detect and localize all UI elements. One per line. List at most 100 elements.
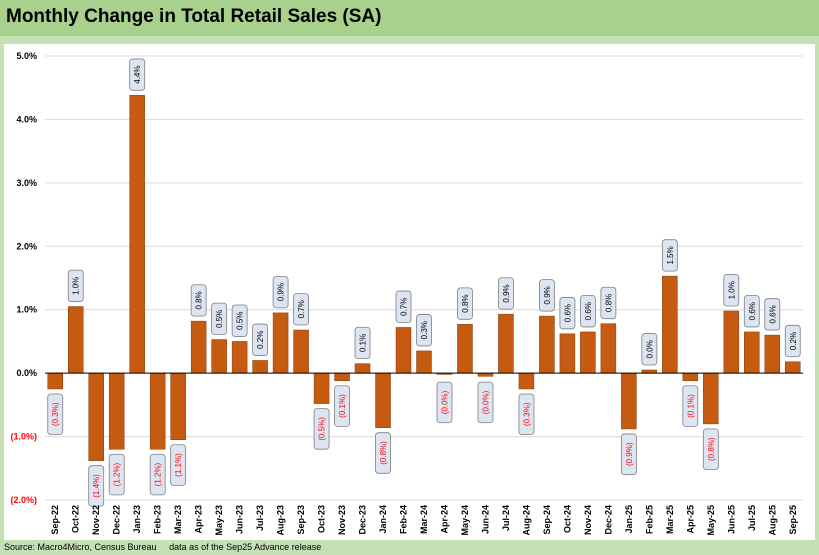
data-label-box — [375, 432, 391, 474]
data-label-text: 0.7% — [297, 300, 306, 318]
data-label: (0.8%) — [375, 432, 391, 474]
data-label-box — [559, 297, 576, 330]
data-label-text: (0.8%) — [379, 441, 388, 465]
data-label: 0.3% — [416, 314, 432, 347]
data-label-box — [129, 58, 146, 91]
data-label-text: (0.3%) — [51, 402, 60, 426]
x-tick-label: Mar-23 — [173, 505, 183, 534]
data-label-text: 0.8% — [461, 294, 470, 312]
x-tick-label: Oct-22 — [71, 505, 81, 533]
y-tick-label: 2.0% — [16, 241, 37, 251]
data-label: (1.2%) — [108, 453, 125, 496]
bar — [518, 372, 535, 390]
data-label-box — [600, 286, 617, 320]
x-tick-label: Mar-25 — [665, 505, 675, 534]
data-label-box — [682, 385, 699, 427]
bar — [231, 341, 248, 374]
data-label: 0.6% — [743, 295, 760, 328]
x-tick-label: May-25 — [706, 505, 716, 536]
data-label: 0.9% — [498, 277, 514, 310]
x-tick-label: Dec-23 — [358, 505, 368, 535]
bar — [600, 323, 617, 374]
data-label-text: (0.8%) — [707, 437, 716, 461]
data-label-box — [190, 284, 207, 317]
x-tick-label: Dec-22 — [112, 505, 122, 535]
data-label-text: (1.4%) — [92, 474, 101, 498]
bar — [67, 306, 84, 374]
data-label: 0.6% — [559, 297, 576, 330]
data-label-box — [293, 293, 309, 326]
data-label: 0.7% — [293, 293, 309, 326]
data-label: (0.0%) — [436, 381, 453, 424]
data-label: (0.8%) — [702, 428, 719, 470]
data-label-text: 0.2% — [256, 331, 265, 349]
data-label-text: (0.0%) — [440, 390, 449, 414]
data-label-box — [313, 408, 330, 450]
data-label-box — [743, 295, 760, 328]
bar — [395, 327, 412, 374]
source-text: Source: Macro4Micro, Census Bureau — [4, 542, 157, 552]
data-label: 0.5% — [211, 302, 228, 335]
bar — [785, 361, 801, 374]
data-label: 0.6% — [764, 298, 781, 331]
x-tick-label: Sep-22 — [50, 505, 60, 535]
data-label: 0.6% — [579, 295, 596, 328]
data-label: (1.2%) — [149, 453, 166, 496]
data-label-box — [436, 381, 453, 424]
x-tick-label: Apr-23 — [194, 505, 204, 534]
bar — [744, 331, 760, 374]
x-tick-label: Jan-24 — [378, 505, 388, 534]
data-label-box — [620, 433, 637, 475]
data-label-box — [539, 279, 555, 312]
y-tick-label: 5.0% — [16, 51, 37, 61]
data-label-box — [764, 298, 781, 331]
bar — [416, 350, 432, 374]
data-label-text: 1.5% — [666, 246, 675, 264]
data-label-box — [395, 290, 412, 323]
data-label-text: 0.6% — [768, 305, 777, 323]
x-tick-label: Oct-24 — [562, 505, 572, 533]
bar — [498, 313, 514, 374]
y-tick-label: 1.0% — [16, 305, 37, 315]
data-label-box — [723, 274, 740, 307]
bar — [375, 372, 391, 428]
data-label-box — [67, 269, 84, 302]
bar — [621, 372, 637, 430]
data-label: 0.8% — [190, 284, 207, 317]
data-label: 1.0% — [67, 269, 84, 302]
bar — [703, 372, 719, 425]
x-tick-label: Nov-24 — [583, 505, 593, 535]
data-label: 1.0% — [723, 274, 740, 307]
data-label-text: 0.0% — [645, 340, 654, 358]
bar — [580, 331, 596, 374]
title-bar — [0, 0, 819, 36]
data-label-box — [641, 333, 658, 366]
data-label-box — [702, 428, 719, 470]
data-label-box — [579, 295, 596, 328]
data-label-text: 1.0% — [727, 281, 736, 299]
data-label-text: (0.0%) — [481, 390, 490, 414]
data-label-text: 0.8% — [604, 294, 613, 312]
data-label-text: 0.9% — [543, 286, 552, 304]
x-tick-label: Jun-23 — [235, 505, 245, 534]
data-note-text: data as of the Sep25 Advance release — [169, 542, 322, 552]
data-label-text: (1.1%) — [174, 453, 183, 477]
x-tick-label: Sep-24 — [542, 505, 552, 535]
data-label-text: 0.5% — [236, 312, 245, 330]
data-label-box — [88, 465, 105, 507]
data-label: 0.2% — [784, 324, 801, 358]
x-tick-label: Jun-25 — [726, 505, 736, 534]
data-label-text: (0.1%) — [686, 394, 695, 418]
data-label: 0.2% — [252, 323, 269, 356]
x-tick-label: Nov-22 — [91, 505, 101, 535]
data-label-text: (0.3%) — [522, 402, 531, 426]
x-tick-label: Oct-23 — [317, 505, 327, 533]
data-label-text: 1.0% — [72, 277, 81, 295]
bar — [723, 310, 740, 374]
x-tick-label: Sep-25 — [788, 505, 798, 535]
data-label: 0.7% — [395, 290, 412, 323]
data-label-box — [252, 323, 269, 356]
x-tick-label: Jan-23 — [132, 505, 142, 534]
y-tick-label: 4.0% — [16, 114, 37, 124]
